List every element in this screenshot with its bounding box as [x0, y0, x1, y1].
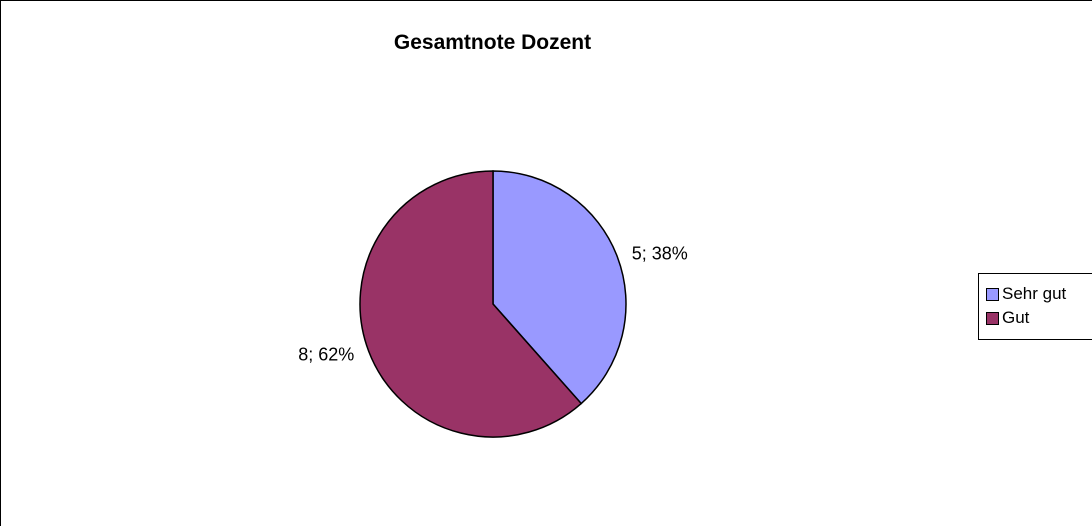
legend-swatch-sehr-gut	[986, 287, 999, 301]
chart-legend: Sehr gut Gut	[978, 273, 1092, 340]
legend-label-gut: Gut	[1002, 308, 1030, 327]
legend-swatch-gut	[986, 311, 999, 325]
chart-title: Gesamtnote Dozent	[393, 31, 592, 54]
data-label-sehr-gut: 5; 38%	[632, 243, 688, 263]
legend-label-sehr-gut: Sehr gut	[1002, 284, 1067, 303]
pie-slice-gut	[359, 170, 583, 438]
legend-item-sehr-gut: Sehr gut	[986, 283, 1066, 305]
pie-slice-sehr-gut	[492, 170, 627, 405]
data-label-gut: 8; 62%	[298, 345, 354, 365]
legend-item-gut: Gut	[986, 307, 1029, 329]
